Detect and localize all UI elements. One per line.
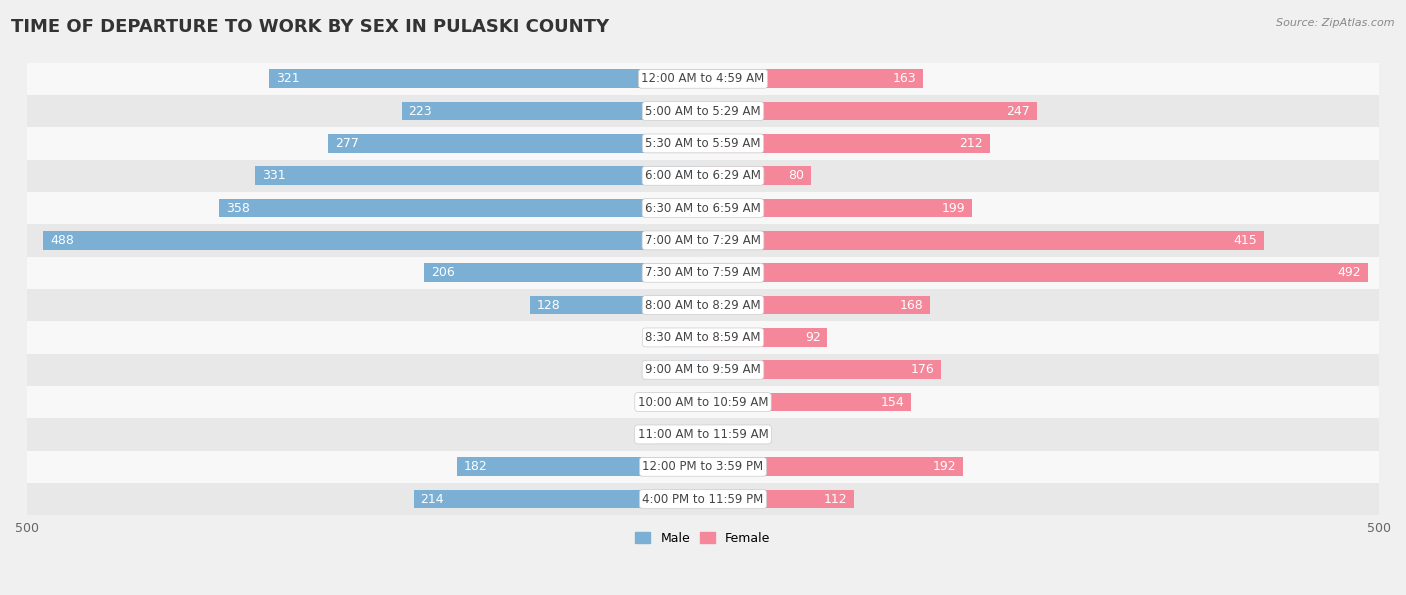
Text: 192: 192 [932, 461, 956, 473]
Text: 14: 14 [727, 428, 744, 441]
Text: 128: 128 [537, 299, 561, 312]
Text: 214: 214 [420, 493, 444, 506]
Bar [0, 483, 1406, 515]
Text: TIME OF DEPARTURE TO WORK BY SEX IN PULASKI COUNTY: TIME OF DEPARTURE TO WORK BY SEX IN PULA… [11, 18, 609, 36]
Text: Source: ZipAtlas.com: Source: ZipAtlas.com [1277, 18, 1395, 28]
Text: 199: 199 [942, 202, 966, 215]
Text: 5:00 AM to 5:29 AM: 5:00 AM to 5:29 AM [645, 105, 761, 118]
Text: 12:00 AM to 4:59 AM: 12:00 AM to 4:59 AM [641, 72, 765, 85]
Bar [0, 127, 1406, 159]
Text: 7:00 AM to 7:29 AM: 7:00 AM to 7:29 AM [645, 234, 761, 247]
Text: 212: 212 [959, 137, 983, 150]
Text: 15: 15 [661, 364, 678, 376]
Text: 182: 182 [464, 461, 488, 473]
Text: 154: 154 [880, 396, 904, 409]
Text: 7:30 AM to 7:59 AM: 7:30 AM to 7:59 AM [645, 267, 761, 279]
Bar [703, 264, 1368, 282]
Bar [703, 296, 931, 315]
Bar [703, 425, 721, 444]
Bar [0, 353, 1406, 386]
Bar [0, 95, 1406, 127]
Bar [0, 192, 1406, 224]
Text: 223: 223 [408, 105, 432, 118]
Bar [683, 361, 703, 379]
Text: 5:30 AM to 5:59 AM: 5:30 AM to 5:59 AM [645, 137, 761, 150]
Bar [703, 70, 924, 88]
Text: 35: 35 [634, 428, 650, 441]
Bar [329, 134, 703, 153]
Bar [703, 361, 941, 379]
Bar [0, 386, 1406, 418]
Bar [703, 134, 990, 153]
Bar [703, 328, 827, 347]
Text: 12:00 PM to 3:59 PM: 12:00 PM to 3:59 PM [643, 461, 763, 473]
Bar [703, 458, 963, 476]
Text: 9:00 AM to 9:59 AM: 9:00 AM to 9:59 AM [645, 364, 761, 376]
Bar [0, 224, 1406, 256]
Text: 112: 112 [824, 493, 848, 506]
Text: 80: 80 [789, 169, 804, 182]
Bar [655, 425, 703, 444]
Bar [402, 102, 703, 120]
Bar [0, 418, 1406, 450]
Bar [703, 231, 1264, 250]
Bar [703, 102, 1038, 120]
Text: 18: 18 [658, 396, 673, 409]
Text: 92: 92 [804, 331, 821, 344]
Text: 4:00 PM to 11:59 PM: 4:00 PM to 11:59 PM [643, 493, 763, 506]
Text: 358: 358 [226, 202, 250, 215]
Bar [457, 458, 703, 476]
Bar [269, 70, 703, 88]
Text: 492: 492 [1337, 267, 1361, 279]
Bar [703, 199, 972, 218]
Bar [0, 450, 1406, 483]
Text: 163: 163 [893, 72, 917, 85]
Text: 10:00 AM to 10:59 AM: 10:00 AM to 10:59 AM [638, 396, 768, 409]
Text: 176: 176 [911, 364, 934, 376]
Text: 488: 488 [51, 234, 75, 247]
Bar [0, 289, 1406, 321]
Text: 6:30 AM to 6:59 AM: 6:30 AM to 6:59 AM [645, 202, 761, 215]
Bar [0, 321, 1406, 353]
Bar [44, 231, 703, 250]
Bar [219, 199, 703, 218]
Text: 206: 206 [432, 267, 456, 279]
Bar [0, 159, 1406, 192]
Bar [703, 167, 811, 185]
Legend: Male, Female: Male, Female [630, 527, 776, 550]
Text: 8:00 AM to 8:29 AM: 8:00 AM to 8:29 AM [645, 299, 761, 312]
Bar [413, 490, 703, 509]
Text: 11:00 AM to 11:59 AM: 11:00 AM to 11:59 AM [638, 428, 768, 441]
Text: 321: 321 [276, 72, 299, 85]
Text: 168: 168 [900, 299, 924, 312]
Bar [530, 296, 703, 315]
Text: 29: 29 [643, 331, 658, 344]
Bar [256, 167, 703, 185]
Text: 247: 247 [1007, 105, 1031, 118]
Bar [703, 393, 911, 412]
Bar [0, 62, 1406, 95]
Text: 331: 331 [263, 169, 285, 182]
Text: 415: 415 [1233, 234, 1257, 247]
Text: 6:00 AM to 6:29 AM: 6:00 AM to 6:29 AM [645, 169, 761, 182]
Bar [425, 264, 703, 282]
Bar [679, 393, 703, 412]
Bar [664, 328, 703, 347]
Text: 277: 277 [335, 137, 359, 150]
Bar [0, 256, 1406, 289]
Bar [703, 490, 855, 509]
Text: 8:30 AM to 8:59 AM: 8:30 AM to 8:59 AM [645, 331, 761, 344]
